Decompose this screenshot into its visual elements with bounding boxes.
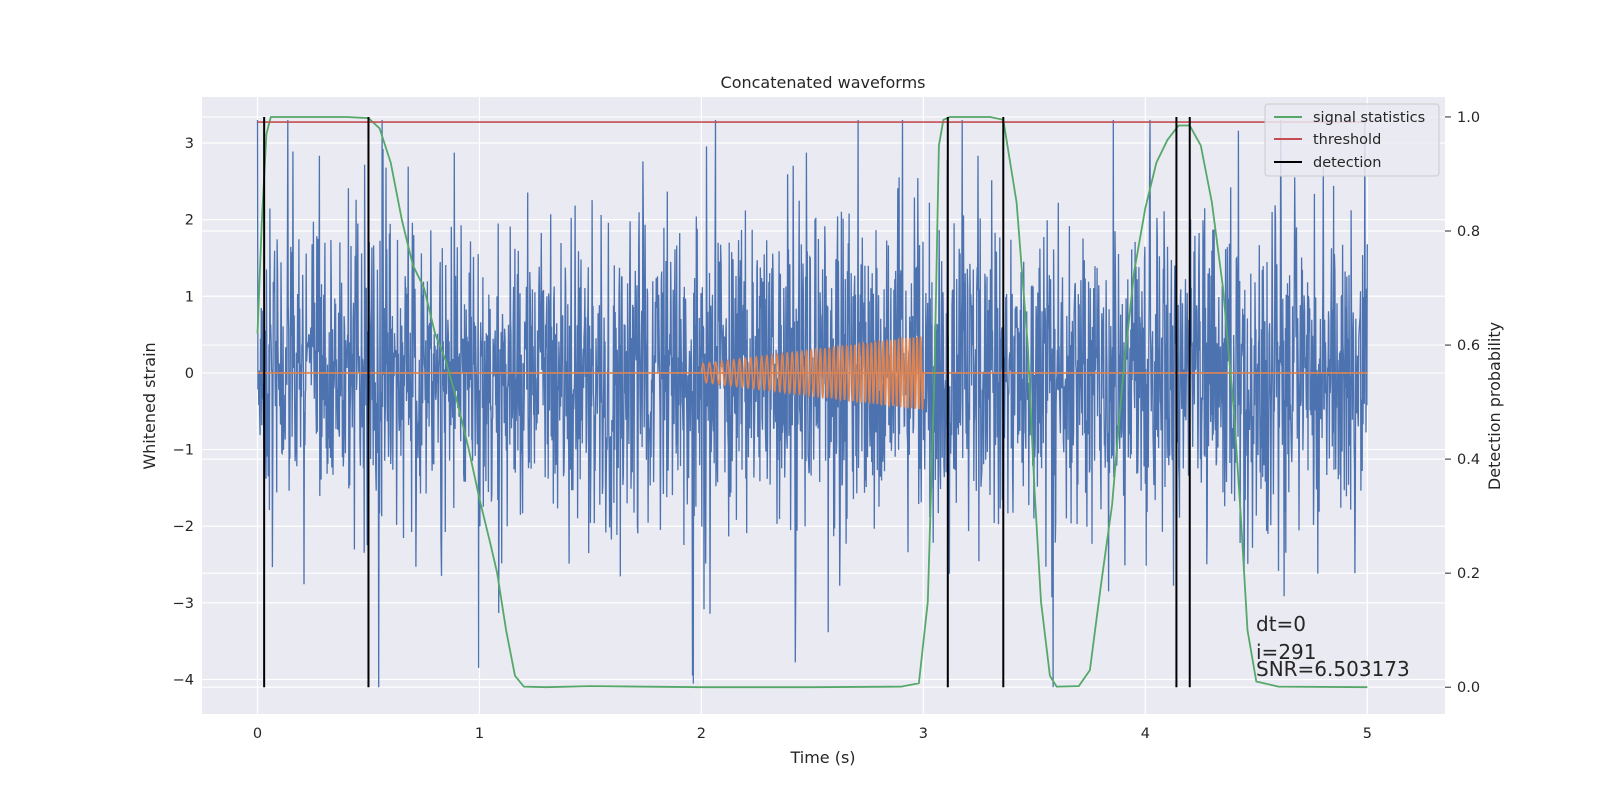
y-tick-label: −4 — [173, 673, 194, 689]
x-tick-label: 1 — [475, 726, 484, 742]
y-axis-left: 3 2 1 0 −1 −2 −3 −4 — [173, 136, 194, 689]
x-tick-label: 4 — [1141, 726, 1150, 742]
chirp-line — [700, 336, 925, 410]
x-tick-label: 0 — [253, 726, 262, 742]
x-tick-label: 2 — [697, 726, 706, 742]
y-tick-label: −2 — [173, 519, 194, 535]
y-axis-right-label: Detection probability — [1485, 322, 1504, 490]
legend-label-threshold: threshold — [1313, 132, 1381, 148]
x-axis: 0 1 2 3 4 5 — [253, 726, 1372, 742]
series-detection — [263, 116, 1191, 688]
y-right-tick-label: 0.8 — [1457, 224, 1480, 240]
y-tick-label: 2 — [185, 213, 194, 229]
y-right-tick-label: 0.2 — [1457, 566, 1480, 582]
y-axis-label: Whitened strain — [140, 342, 159, 469]
legend-box — [1264, 103, 1440, 177]
x-axis-label: Time (s) — [789, 748, 855, 767]
series-signal-statistics — [256, 116, 1368, 689]
chart-title: Concatenated waveforms — [721, 73, 926, 92]
legend: signal statistics threshold detection — [1264, 103, 1440, 177]
y-axis-right: 1.0 0.8 0.6 0.4 0.2 0.0 — [1445, 110, 1480, 696]
legend-label-signal-statistics: signal statistics — [1313, 110, 1425, 126]
x-tick-label: 5 — [1363, 726, 1372, 742]
annotation-snr: SNR=6.503173 — [1256, 657, 1410, 681]
x-tick-label: 3 — [919, 726, 928, 742]
y-right-tick-label: 1.0 — [1457, 110, 1480, 126]
y-tick-label: 0 — [185, 366, 194, 382]
y-right-tick-label: 0.0 — [1457, 680, 1480, 696]
y-tick-label: 1 — [185, 289, 194, 305]
annotations: dt=0 i=291 SNR=6.503173 — [1256, 612, 1410, 681]
annotation-index: i=291 — [1256, 640, 1317, 664]
annotation-dt: dt=0 — [1256, 612, 1306, 636]
y-tick-label: 3 — [185, 136, 194, 152]
series-chirp — [257, 336, 1368, 410]
y-right-tick-label: 0.4 — [1457, 452, 1480, 468]
y-tick-label: −3 — [173, 596, 194, 612]
signal-statistics-line — [256, 116, 1368, 689]
y-tick-label: −1 — [173, 443, 194, 459]
y-right-tick-label: 0.6 — [1457, 338, 1480, 354]
legend-label-detection: detection — [1313, 155, 1381, 171]
